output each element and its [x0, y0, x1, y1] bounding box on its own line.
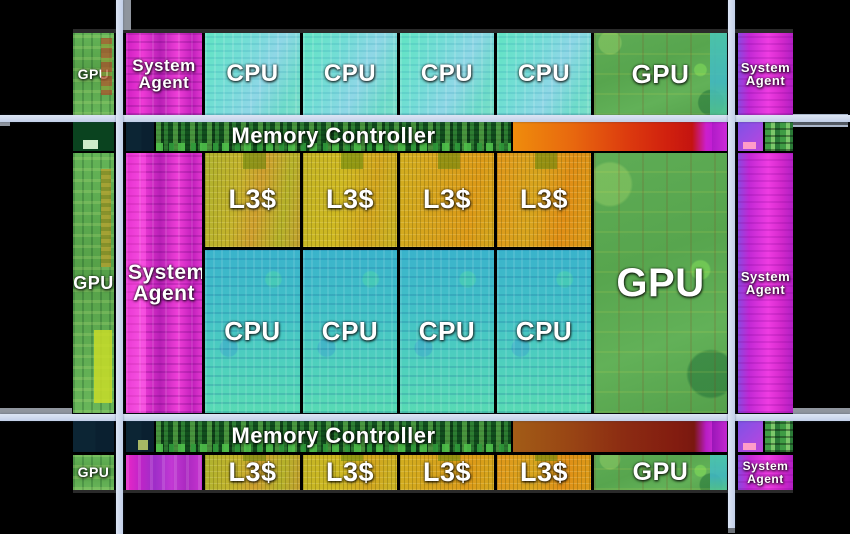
bottom-die-gpu-block: GPU — [594, 455, 727, 490]
right-die-memory-green-block — [765, 122, 793, 151]
top-die-cpu-label-2: CPU — [323, 59, 377, 87]
bottom-die-memory-band-purple-end — [712, 421, 727, 452]
center-die-l3-block-3: L3$ — [400, 153, 494, 247]
center-die-io-block-left — [126, 122, 154, 151]
center-die-gpu-block: GPU — [594, 153, 727, 413]
bottom-die-io-block-left — [126, 421, 154, 452]
top-die-system-agent-right-label: System Agent — [740, 59, 791, 88]
center-die-cpu-block-3: CPU — [400, 250, 494, 413]
top-die-cpu-label-4: CPU — [517, 59, 571, 87]
center-die-cpu-label-3: CPU — [418, 316, 476, 347]
center-die-cpu-label-1: CPU — [224, 316, 281, 347]
center-die-system-agent-block: System Agent — [126, 153, 202, 413]
bottom-die-l3-label-2: L3$ — [325, 456, 375, 487]
scribe-line-vertical-right-tip — [728, 528, 735, 533]
bottom-die-l3-label-3: L3$ — [422, 456, 472, 487]
top-die-system-agent-left-label: System Agent — [132, 55, 196, 92]
scribe-gray-stub-left — [0, 118, 10, 126]
scribe-line-vertical-left — [116, 0, 123, 534]
center-die-cpu-block-2: CPU — [303, 250, 397, 413]
center-die-cpu-label-2: CPU — [321, 316, 379, 347]
bottom-die-gpu-left-block: GPU — [73, 455, 114, 490]
die-bottom-edge — [73, 490, 793, 493]
top-die-system-agent-left-block: System Agent — [126, 33, 202, 115]
bottom-die-l3-block-3: L3$ — [400, 455, 494, 490]
left-die-gpu-strip: GPU — [73, 153, 114, 413]
center-die-cpu-label-4: CPU — [515, 316, 573, 347]
bottom-die-gpu-left-label: GPU — [77, 464, 110, 481]
top-die-cpu-block-4: CPU — [497, 33, 591, 115]
center-die-l3-block-4: L3$ — [497, 153, 591, 247]
right-die-system-agent-label: System Agent — [740, 268, 791, 297]
top-die-gpu-left-block: GPU — [73, 33, 114, 115]
center-die-l3-block-1: L3$ — [205, 153, 300, 247]
center-die-cpu-block-1: CPU — [205, 250, 300, 413]
top-die-cpu-block-3: CPU — [400, 33, 494, 115]
bottom-die-l3-block-2: L3$ — [303, 455, 397, 490]
bottom-die-gpu-label: GPU — [632, 457, 689, 486]
bottom-die-l3-block-4: L3$ — [497, 455, 591, 490]
center-die-l3-label-2: L3$ — [325, 184, 375, 215]
center-die-system-agent-label: System Agent — [128, 260, 202, 305]
top-die-cpu-block-1: CPU — [205, 33, 300, 115]
bottom-die-l3-block-1: L3$ — [205, 455, 300, 490]
center-die-gpu-label: GPU — [616, 260, 705, 305]
scribe-line-vertical-right — [728, 0, 735, 528]
center-die-l3-block-2: L3$ — [303, 153, 397, 247]
center-die-memory-controller-label: Memory Controller — [231, 123, 436, 149]
top-die-gpu-left-label: GPU — [77, 65, 110, 82]
center-die-cpu-block-4: CPU — [497, 250, 591, 413]
bottom-die-memory-controller-block: Memory Controller — [156, 421, 511, 452]
top-die-cpu-label-3: CPU — [420, 59, 474, 87]
bottom-right-memory-green-block — [765, 421, 793, 452]
bottom-die-l3-label-4: L3$ — [519, 456, 569, 487]
bottom-die-l3-label-1: L3$ — [228, 456, 277, 487]
left-die-memory-edge-block — [73, 122, 114, 151]
right-die-memory-purple-block — [738, 122, 763, 151]
top-die-gpu-block: GPU — [594, 33, 727, 115]
top-die-gpu-label: GPU — [631, 58, 690, 89]
top-die-system-agent-right-block: System Agent — [738, 33, 793, 115]
right-die-system-agent-strip: System Agent — [738, 153, 793, 413]
bottom-die-memory-band-red — [513, 421, 712, 452]
scribe-gray-stub-bottom-left — [0, 408, 72, 414]
top-die-cpu-block-2: CPU — [303, 33, 397, 115]
center-die-l3-label-4: L3$ — [519, 184, 569, 215]
scribe-line-horizontal-top — [0, 115, 850, 122]
bottom-die-system-agent-right-block: System Agent — [738, 455, 793, 490]
center-die-memory-band-purple-end — [712, 122, 727, 151]
center-die-memory-band-orange — [513, 122, 712, 151]
center-die-l3-label-3: L3$ — [422, 184, 472, 215]
top-die-cpu-label-1: CPU — [226, 59, 279, 87]
bottom-die-system-agent-right-label: System Agent — [742, 459, 789, 486]
bottom-die-io-edge-block — [73, 421, 114, 452]
bottom-die-system-agent-block — [126, 455, 202, 490]
center-die-memory-controller-block: Memory Controller — [156, 122, 511, 151]
scribe-gray-stub-top-left — [123, 0, 131, 30]
left-die-gpu-strip-label: GPU — [73, 272, 114, 293]
scribe-gray-stub-bottom-right — [793, 408, 850, 414]
scribe-line-horizontal-bottom — [0, 414, 850, 421]
die-top-edge — [73, 29, 793, 33]
bottom-right-memory-purple-block — [738, 421, 763, 452]
center-die-l3-label-1: L3$ — [228, 184, 277, 215]
bottom-die-memory-controller-label: Memory Controller — [231, 423, 436, 449]
